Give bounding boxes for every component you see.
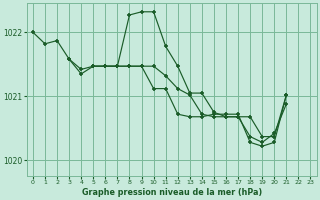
X-axis label: Graphe pression niveau de la mer (hPa): Graphe pression niveau de la mer (hPa) (82, 188, 262, 197)
